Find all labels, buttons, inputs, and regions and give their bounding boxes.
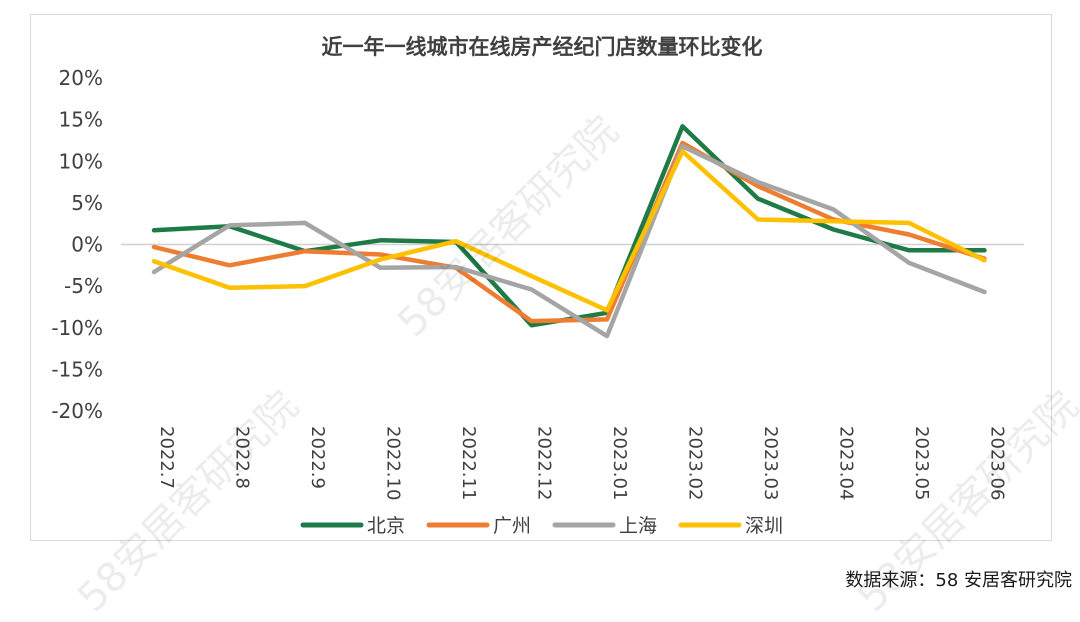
legend: 北京 广州 上海 深圳 <box>300 515 783 537</box>
x-tick-label: 2022.9 <box>307 426 328 489</box>
x-tick-label: 2022.8 <box>232 426 253 489</box>
x-tick-label: 2023.06 <box>987 426 1008 500</box>
y-tick-label: -15% <box>51 357 103 381</box>
legend-label: 上海 <box>619 515 657 537</box>
y-axis-labels: 20% 15% 10% 5% 0% -5% -10% -15% -20% <box>51 66 103 423</box>
x-axis-labels: 2022.7 2022.8 2022.9 2022.10 2022.11 2022.12 2… <box>156 426 1008 500</box>
y-tick-label: 20% <box>59 66 103 90</box>
series-line-上海 <box>151 144 987 339</box>
legend-label: 北京 <box>367 515 405 537</box>
series-lines <box>151 124 987 339</box>
y-tick-label: 15% <box>59 108 103 132</box>
series-line-深圳 <box>151 149 987 313</box>
legend-label: 深圳 <box>745 515 783 537</box>
data-source: 数据来源：58 安居客研究院 <box>845 570 1072 591</box>
x-tick-label: 2022.11 <box>458 426 479 500</box>
legend-label: 广州 <box>493 515 531 537</box>
y-tick-label: -20% <box>51 399 103 423</box>
x-tick-label: 2022.12 <box>534 426 555 500</box>
y-tick-label: 10% <box>59 149 103 173</box>
x-tick-label: 2023.01 <box>609 426 630 500</box>
y-tick-label: 5% <box>71 191 103 215</box>
x-tick-label: 2023.04 <box>836 426 857 500</box>
x-tick-label: 2023.03 <box>760 426 781 500</box>
x-tick-label: 2023.02 <box>685 426 706 500</box>
x-tick-label: 2022.7 <box>156 426 177 489</box>
y-tick-label: 0% <box>71 233 103 257</box>
chart-frame: 近一年一线城市在线房产经纪门店数量环比变化 20% 15% 10% 5% 0% -5% -1… <box>30 14 1052 541</box>
y-tick-label: -5% <box>64 274 103 298</box>
x-tick-label: 2023.05 <box>911 426 932 500</box>
chart-plot: 20%15%10%5%0%-5%-10%-15%-20% 2022.7 2022.… <box>51 66 1024 537</box>
chart-title: 近一年一线城市在线房产经纪门店数量环比变化 <box>321 35 763 59</box>
y-tick-label: -10% <box>51 316 103 340</box>
x-tick-label: 2022.10 <box>383 426 404 500</box>
